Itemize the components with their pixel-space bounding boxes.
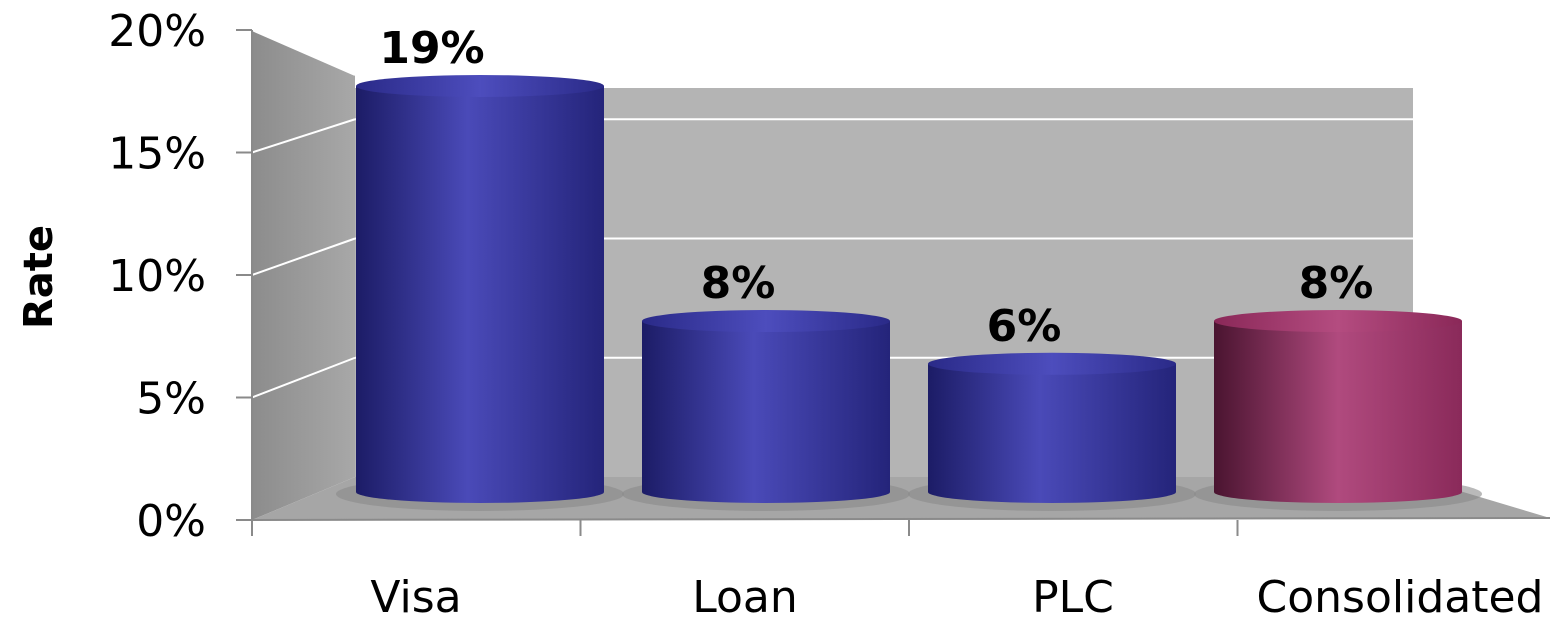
data-label: 8% [701, 258, 776, 309]
data-labels: 19% 8% 6% 8% [379, 23, 1373, 352]
bar-top [928, 352, 1176, 375]
y-tick-label: 15% [108, 129, 206, 180]
bar-top [356, 75, 604, 97]
side-gridline-20 [251, 29, 356, 76]
bar-body [356, 86, 604, 503]
side-gridline-5 [251, 356, 356, 399]
bar-visa [336, 75, 624, 511]
y-axis-ticks: 0% 5% 10% 15% 20% [108, 6, 252, 547]
y-tick-label: 0% [136, 496, 206, 547]
category-labels: Visa Loan PLC Consolidated [370, 572, 1543, 617]
x-axis-ticks [251, 520, 1239, 536]
side-gridline-15 [251, 118, 356, 154]
side-wall [252, 30, 355, 520]
data-label: 19% [379, 23, 484, 74]
x-tick-label: PLC [1032, 572, 1114, 617]
bars [336, 75, 1482, 511]
data-label: 6% [987, 301, 1062, 352]
bar-consolidated [1194, 310, 1482, 511]
x-tick-label: Consolidated [1257, 572, 1544, 617]
bar-loan [622, 310, 910, 511]
x-tick-label: Visa [370, 572, 461, 617]
y-tick-label: 10% [108, 251, 206, 302]
x-tick-label: Loan [692, 572, 798, 617]
bar-top [642, 310, 890, 333]
y-axis-title: Rate [16, 225, 62, 329]
bar-top [1214, 310, 1462, 333]
bar-body [928, 363, 1176, 503]
bar-body [642, 321, 890, 503]
bar-plc [908, 352, 1196, 511]
data-label: 8% [1299, 258, 1374, 309]
bar-body [1214, 321, 1462, 503]
x-axis-line [251, 517, 1551, 521]
y-tick-label: 20% [108, 6, 206, 57]
y-tick-label: 5% [136, 374, 206, 425]
side-gridline-10 [251, 237, 356, 276]
